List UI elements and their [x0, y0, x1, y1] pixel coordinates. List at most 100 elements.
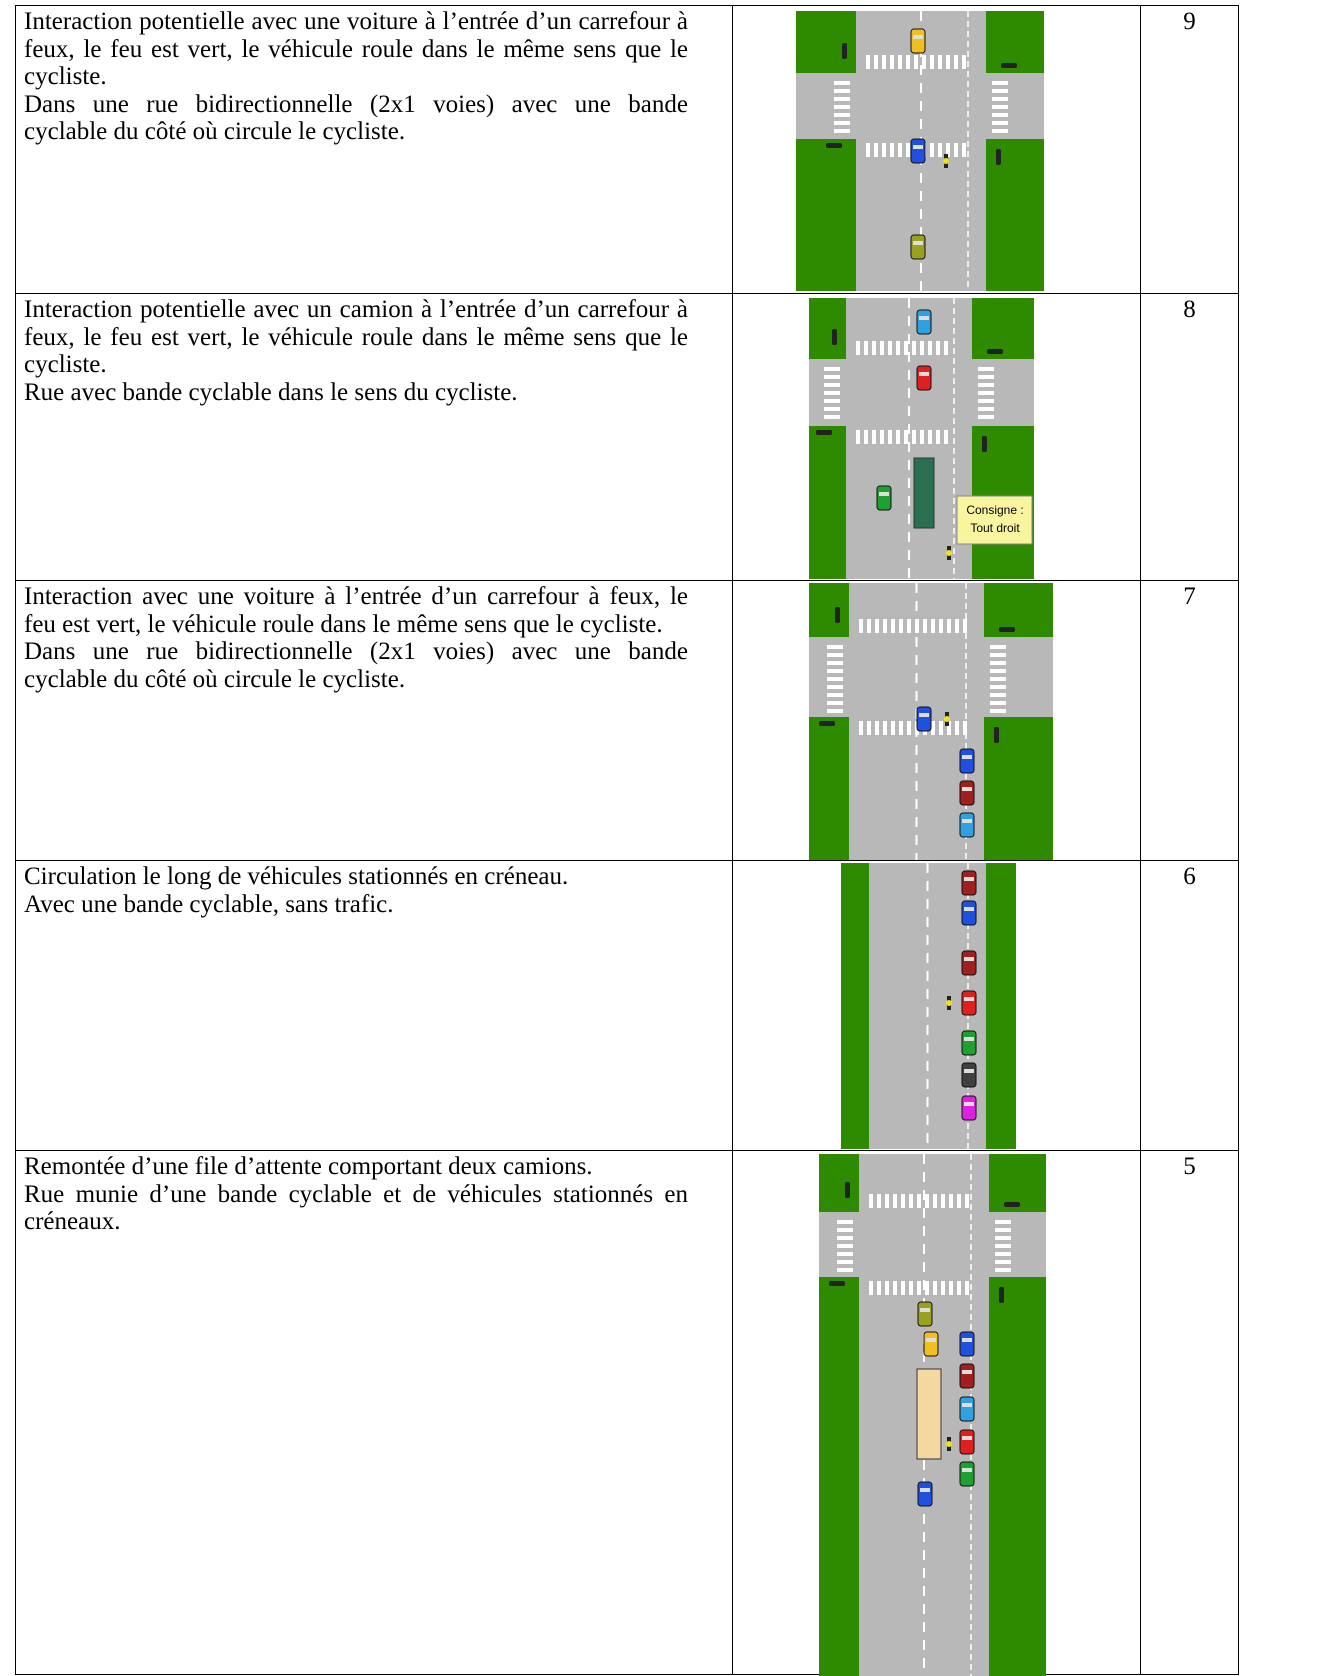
- diagram-shape: [944, 341, 948, 355]
- diagram-shape: [904, 430, 908, 444]
- diagram-shape: [955, 721, 959, 735]
- diagram-shape: [917, 1481, 933, 1507]
- diagram-shape: [919, 713, 929, 717]
- diagram-shape: [925, 1281, 929, 1295]
- diagram-shape: [938, 143, 942, 157]
- diagram-shape: [827, 661, 843, 665]
- description-cell: Interaction potentielle avec une voiture…: [15, 5, 733, 294]
- diagram-shape: [885, 1194, 889, 1208]
- diagram-shape: [995, 1220, 1011, 1224]
- diagram-shape: [949, 1281, 953, 1295]
- diagram-shape: [925, 1194, 929, 1208]
- diagram-shape: [882, 143, 886, 157]
- diagram-shape: [962, 1403, 972, 1407]
- diagram-shape: [920, 1308, 930, 1312]
- diagram-shape: [856, 430, 860, 444]
- diagram-shape: [827, 677, 843, 681]
- diagram-shape: [827, 693, 843, 697]
- diagram-shape: [893, 1281, 897, 1295]
- diagram-shape: [947, 619, 951, 633]
- diagram-shape: [877, 1194, 881, 1208]
- diagram-shape: [957, 1281, 961, 1295]
- diagram-shape: [992, 81, 1008, 85]
- diagram-shape: [941, 1194, 945, 1208]
- diagram-shape: [962, 1338, 972, 1342]
- diagram-shape: [917, 1194, 921, 1208]
- diagram-shape: [866, 55, 870, 69]
- diagram-shape: [978, 383, 994, 387]
- diagram-shape: [890, 55, 894, 69]
- diagram-shape: [930, 55, 934, 69]
- description-text: Circulation le long de véhicules station…: [24, 863, 569, 890]
- diagram-shape: [961, 1030, 977, 1056]
- diagram-shape: [896, 341, 900, 355]
- diagram-shape: [947, 721, 951, 735]
- diagram-shape: [907, 721, 911, 735]
- description: Remontée d’une file d’attente comportant…: [16, 1151, 732, 1236]
- description-text: Avec une bande cyclable, sans trafic.: [24, 890, 394, 918]
- diagram-shape: [978, 391, 994, 395]
- description-cell: Interaction potentielle avec un camion à…: [15, 293, 733, 581]
- diagram-shape: [961, 950, 977, 976]
- diagram-shape: [957, 1194, 961, 1208]
- diagram-shape: [899, 721, 903, 735]
- diagram-shape: [809, 637, 1053, 717]
- diagram-shape: [824, 367, 840, 371]
- diagram-shape: [859, 619, 863, 633]
- diagram-shape: [827, 709, 843, 713]
- diagram-shape: [872, 341, 876, 355]
- diagram-shape: [912, 341, 916, 355]
- diagram-shape: [832, 329, 837, 345]
- diagram-shape: [963, 619, 967, 633]
- diagram-shape: [879, 492, 889, 496]
- diagram-shape: [933, 1281, 937, 1295]
- diagram-shape: [834, 105, 850, 109]
- diagram-shape: [992, 105, 1008, 109]
- diagram-shape: [928, 341, 932, 355]
- road-diagram: [809, 583, 1053, 860]
- diagram-shape: [990, 677, 1006, 681]
- diagram-shape: [959, 748, 975, 774]
- diagram-shape: [824, 399, 840, 403]
- diagram-shape: [1004, 1202, 1020, 1207]
- road-diagram: [796, 11, 1044, 291]
- diagram-shape: [827, 645, 843, 649]
- diagram-shape: [946, 143, 950, 157]
- diagram-shape: [990, 669, 1006, 673]
- diagram-shape: [965, 1194, 969, 1208]
- diagram-shape: [913, 241, 923, 245]
- scenario-number: 7: [1183, 583, 1196, 610]
- diagram-shape: [999, 627, 1015, 632]
- diagram-shape: [877, 1281, 881, 1295]
- diagram-shape: [959, 1363, 975, 1389]
- description-cell: Interaction avec une voiture à l’entrée …: [15, 580, 733, 861]
- diagram-shape: [965, 1281, 969, 1295]
- diagram-shape: [827, 685, 843, 689]
- diagram-shape: [834, 121, 850, 125]
- diagram-shape: [827, 669, 843, 673]
- diagram-shape: [885, 1281, 889, 1295]
- diagram-shape: [961, 1095, 977, 1121]
- diagram-shape: [837, 1236, 853, 1240]
- diagram-shape: [978, 415, 994, 419]
- diagram-shape: [913, 35, 923, 39]
- diagram-shape: [914, 55, 918, 69]
- diagram-shape: [996, 149, 1001, 165]
- diagram-shape: [882, 55, 886, 69]
- diagram-shape: [946, 550, 952, 556]
- diagram-shape: [939, 721, 943, 735]
- diagram-shape: [910, 138, 926, 164]
- diagram-shape: [916, 309, 932, 335]
- diagram-shape: [987, 349, 1003, 354]
- diagram-shape: [904, 341, 908, 355]
- scenario-number: 5: [1183, 1153, 1196, 1180]
- diagram-shape: [883, 619, 887, 633]
- diagram-shape: [829, 1281, 845, 1286]
- diagram-shape: [864, 430, 868, 444]
- diagram-shape: [913, 145, 923, 149]
- diagram-shape: [982, 436, 987, 452]
- diagram-shape: [912, 430, 916, 444]
- diagram-shape: [917, 1301, 933, 1327]
- diagram-shape: [959, 1396, 975, 1422]
- diagram-shape: [909, 1194, 913, 1208]
